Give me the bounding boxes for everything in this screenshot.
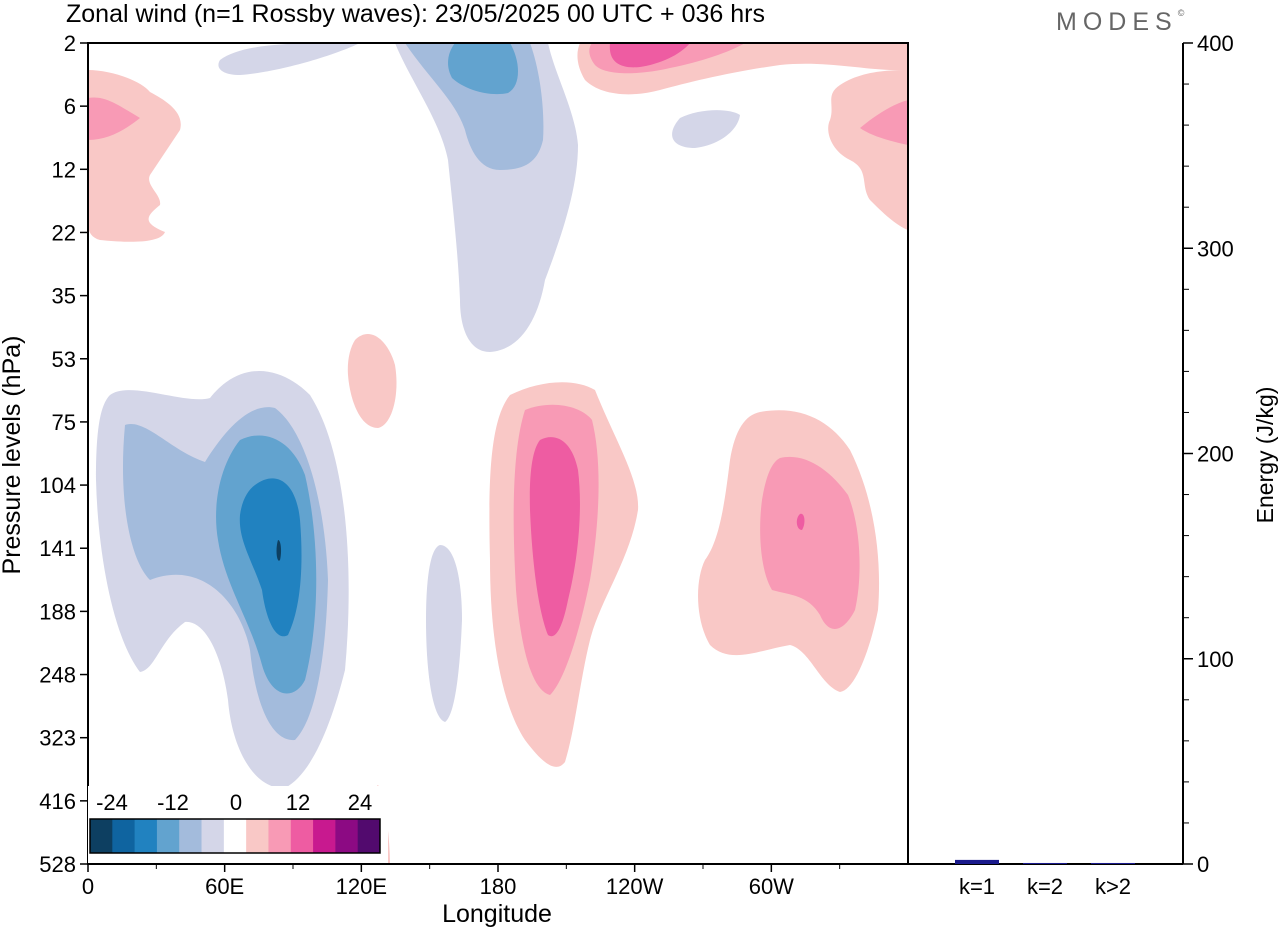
brand-mark: © (1177, 8, 1185, 18)
energy-tick-label: 400 (1197, 31, 1234, 56)
x-tick-label: 60E (205, 874, 244, 899)
colorbar-label: 12 (286, 790, 310, 815)
energy-axis-label: Energy (J/kg) (1252, 387, 1278, 524)
energy-category-label: k>2 (1095, 874, 1131, 899)
y-tick-label: 248 (39, 663, 76, 688)
contour-pos-right-3 (828, 70, 908, 230)
colorbar-label: 24 (348, 790, 372, 815)
energy-bar (1091, 862, 1135, 864)
page-title: Zonal wind (n=1 Rossby waves): 23/05/202… (66, 0, 765, 28)
contour-pos-6b (760, 456, 860, 629)
contour-pos-right-6 (860, 100, 908, 145)
contour-field (88, 43, 908, 864)
contour-neg-24 (276, 540, 282, 561)
y-tick-label: 35 (52, 284, 76, 309)
x-tick-label: 120W (606, 874, 664, 899)
contour-pos-left-6 (88, 97, 140, 140)
contour-pos-small (347, 334, 397, 428)
colorbar-labels: -24 -12 0 12 24 (96, 790, 372, 815)
y-tick-label: 53 (52, 347, 76, 372)
colorbar-swatch (290, 819, 314, 853)
contour-neg-upper-right (672, 110, 740, 148)
colorbar-swatch (179, 819, 203, 853)
y-tick-label: 22 (52, 220, 76, 245)
colorbar-swatch (335, 819, 359, 853)
y-tick-label: 528 (39, 852, 76, 877)
colorbar-label: -12 (157, 790, 189, 815)
energy-tick-label: 0 (1197, 852, 1209, 877)
energy-category-label: k=2 (1027, 874, 1063, 899)
energy-category-label: k=1 (959, 874, 995, 899)
y-tick-label: 12 (52, 157, 76, 182)
colorbar-swatch (357, 819, 381, 853)
y-tick-label: 2 (64, 31, 76, 56)
colorbar-swatch (313, 819, 336, 853)
contour-pos-12 (529, 437, 580, 637)
energy-bar (955, 859, 999, 864)
colorbar-swatch (246, 819, 269, 853)
colorbar: -24 -12 0 12 24 (88, 786, 388, 863)
colorbar-swatch (201, 819, 225, 853)
contour-neg-upper-12 (448, 43, 518, 95)
x-tick-label: 120E (336, 874, 387, 899)
contour-pos-12b (796, 513, 805, 530)
colorbar-swatch (156, 819, 180, 853)
colorbar-swatch (112, 819, 136, 853)
x-tick-label: 0 (82, 874, 94, 899)
contour-neg-small (426, 545, 462, 722)
colorbar-swatch (268, 819, 292, 853)
colorbar-swatches (90, 819, 381, 853)
y-tick-label: 141 (39, 536, 76, 561)
contour-neg-top-small (218, 43, 360, 75)
axes: 2 6 12 22 35 53 75 104 141 188 248 323 416 528 0 60E 12… (39, 31, 1233, 899)
contour-pos-left-3 (88, 70, 181, 242)
x-ticks: 0 60E 120E 180 120W 60W (82, 864, 841, 899)
colorbar-swatch (134, 819, 158, 853)
colorbar-label: 0 (230, 790, 242, 815)
x-axis-label: Longitude (442, 900, 552, 928)
y-axis-label: Pressure levels (hPa) (0, 336, 26, 575)
energy-ticks: 0 100 200 300 400 (1183, 31, 1234, 877)
energy-tick-label: 100 (1197, 647, 1234, 672)
y-tick-label: 416 (39, 789, 76, 814)
colorbar-label: -24 (96, 790, 128, 815)
energy-tick-label: 200 (1197, 442, 1234, 467)
x-tick-label: 60W (749, 874, 794, 899)
x-tick-label: 180 (480, 874, 517, 899)
y-tick-label: 104 (39, 473, 76, 498)
colorbar-swatch (223, 819, 247, 853)
brand-text: MODES (1056, 8, 1178, 36)
y-ticks: 2 6 12 22 35 53 75 104 141 188 248 323 416 528 (39, 31, 88, 877)
brand-logo: MODES© (1056, 8, 1184, 37)
y-tick-label: 6 (64, 94, 76, 119)
y-tick-label: 188 (39, 599, 76, 624)
energy-tick-label: 300 (1197, 236, 1234, 261)
y-tick-label: 323 (39, 726, 76, 751)
energy-bars: k=1 k=2 k>2 (955, 859, 1135, 899)
colorbar-swatch (90, 819, 113, 853)
colorbar-frame (89, 818, 381, 854)
contour-neg-18 (239, 478, 302, 637)
contour-pos-upper-12 (609, 43, 690, 68)
y-tick-label: 75 (52, 410, 76, 435)
energy-bar (1023, 862, 1067, 864)
